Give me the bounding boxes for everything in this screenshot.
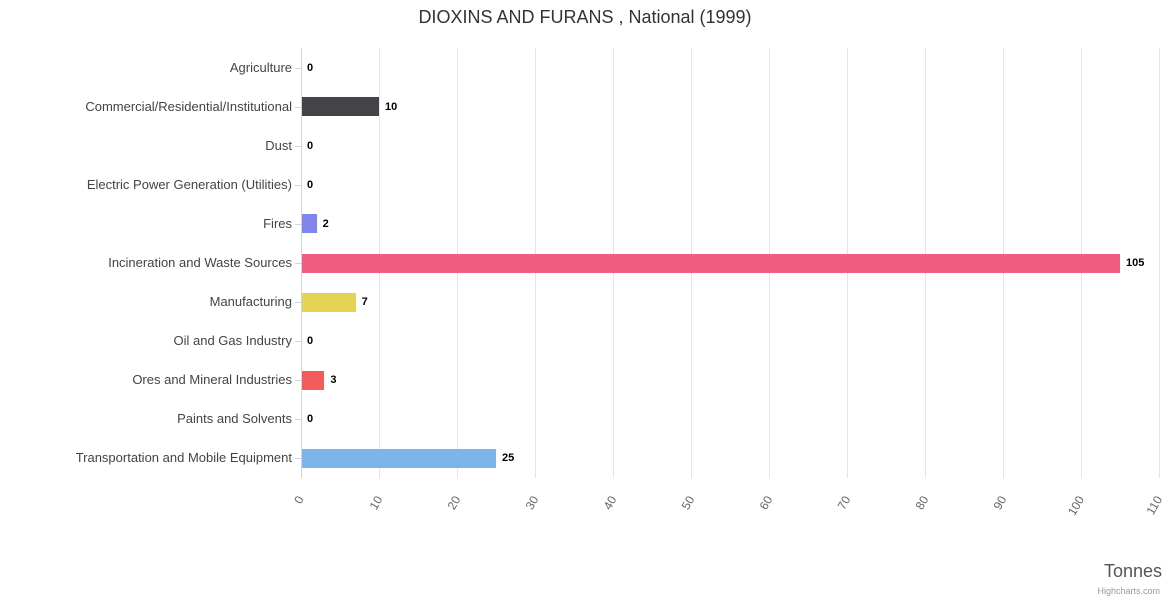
x-axis-tick-label: 10 bbox=[366, 493, 386, 513]
x-axis-tick-label: 70 bbox=[834, 493, 854, 513]
category-label: Dust bbox=[265, 137, 292, 153]
bar[interactable] bbox=[301, 370, 325, 390]
value-axis: 0 10 20 30 40 50 60 70 80 90 100 110 bbox=[292, 482, 1165, 542]
bar[interactable] bbox=[301, 97, 379, 117]
bar-value-label: 2 bbox=[322, 217, 329, 230]
category-label: Incineration and Waste Sources bbox=[108, 255, 292, 270]
gridline bbox=[1158, 48, 1160, 478]
x-axis-tick-label: 50 bbox=[678, 493, 698, 513]
bar-value-label: 0 bbox=[307, 335, 314, 348]
category-label: Electric Power Generation (Utilities) bbox=[86, 176, 292, 192]
category-tick-mark bbox=[295, 184, 301, 186]
category-tick-mark bbox=[295, 380, 301, 382]
x-axis-tick-label: 0 bbox=[291, 493, 308, 507]
category-label: Fires bbox=[263, 215, 292, 231]
x-axis-tick-label: 60 bbox=[756, 493, 776, 513]
bar-value-label: 7 bbox=[361, 296, 368, 309]
category-label: Transportation and Mobile Equipment bbox=[75, 450, 292, 466]
bar-value-label: 0 bbox=[307, 139, 314, 152]
x-axis-tick-label: 90 bbox=[990, 493, 1010, 513]
bar-value-label: 105 bbox=[1126, 257, 1145, 269]
x-axis-tick-label: 30 bbox=[522, 493, 542, 513]
category-tick-mark bbox=[295, 302, 301, 304]
category-tick-mark bbox=[295, 145, 301, 147]
bar-value-label: 0 bbox=[307, 413, 314, 426]
category-label: Paints and Solvents bbox=[177, 411, 292, 427]
category-axis: Agriculture Commercial/Residential/Instit… bbox=[0, 48, 292, 478]
category-label: Agriculture bbox=[229, 59, 292, 75]
category-label: Commercial/Residential/Institutional bbox=[85, 98, 292, 114]
bar-value-label: 10 bbox=[385, 100, 398, 113]
bar-value-label: 0 bbox=[307, 61, 314, 74]
x-axis-tick-label: 40 bbox=[600, 493, 620, 513]
bar[interactable] bbox=[301, 253, 1120, 273]
chart-title: DIOXINS AND FURANS , National (1999) bbox=[418, 7, 752, 27]
category-tick-mark bbox=[295, 223, 301, 225]
category-tick-mark bbox=[295, 67, 301, 69]
category-tick-mark bbox=[295, 419, 301, 421]
highcharts-credit[interactable]: Highcharts.com bbox=[1097, 586, 1160, 596]
category-tick-mark bbox=[295, 263, 301, 264]
bar[interactable] bbox=[301, 448, 496, 468]
category-tick-mark bbox=[295, 458, 301, 460]
x-axis-tick-label: 110 bbox=[1143, 493, 1166, 518]
category-tick-mark bbox=[295, 106, 301, 108]
bar[interactable] bbox=[301, 292, 356, 312]
category-tick-mark bbox=[295, 341, 301, 343]
category-label: Manufacturing bbox=[209, 294, 292, 310]
plot-area: 0 10 0 0 2 105 7 0 3 0 25 bbox=[300, 48, 1160, 478]
bar-value-label: 0 bbox=[307, 178, 314, 191]
bar-value-label: 3 bbox=[330, 374, 337, 387]
bar[interactable] bbox=[301, 214, 317, 234]
x-axis-tick-label: 100 bbox=[1064, 493, 1088, 518]
bar-value-label: 25 bbox=[502, 452, 515, 465]
x-axis-tick-label: 20 bbox=[444, 493, 464, 513]
category-label: Ores and Mineral Industries bbox=[132, 372, 292, 388]
x-axis-title: Tonnes bbox=[1103, 561, 1162, 581]
category-label: Oil and Gas Industry bbox=[173, 333, 293, 349]
x-axis-tick-label: 80 bbox=[912, 493, 932, 513]
category-axis-line bbox=[301, 48, 302, 478]
